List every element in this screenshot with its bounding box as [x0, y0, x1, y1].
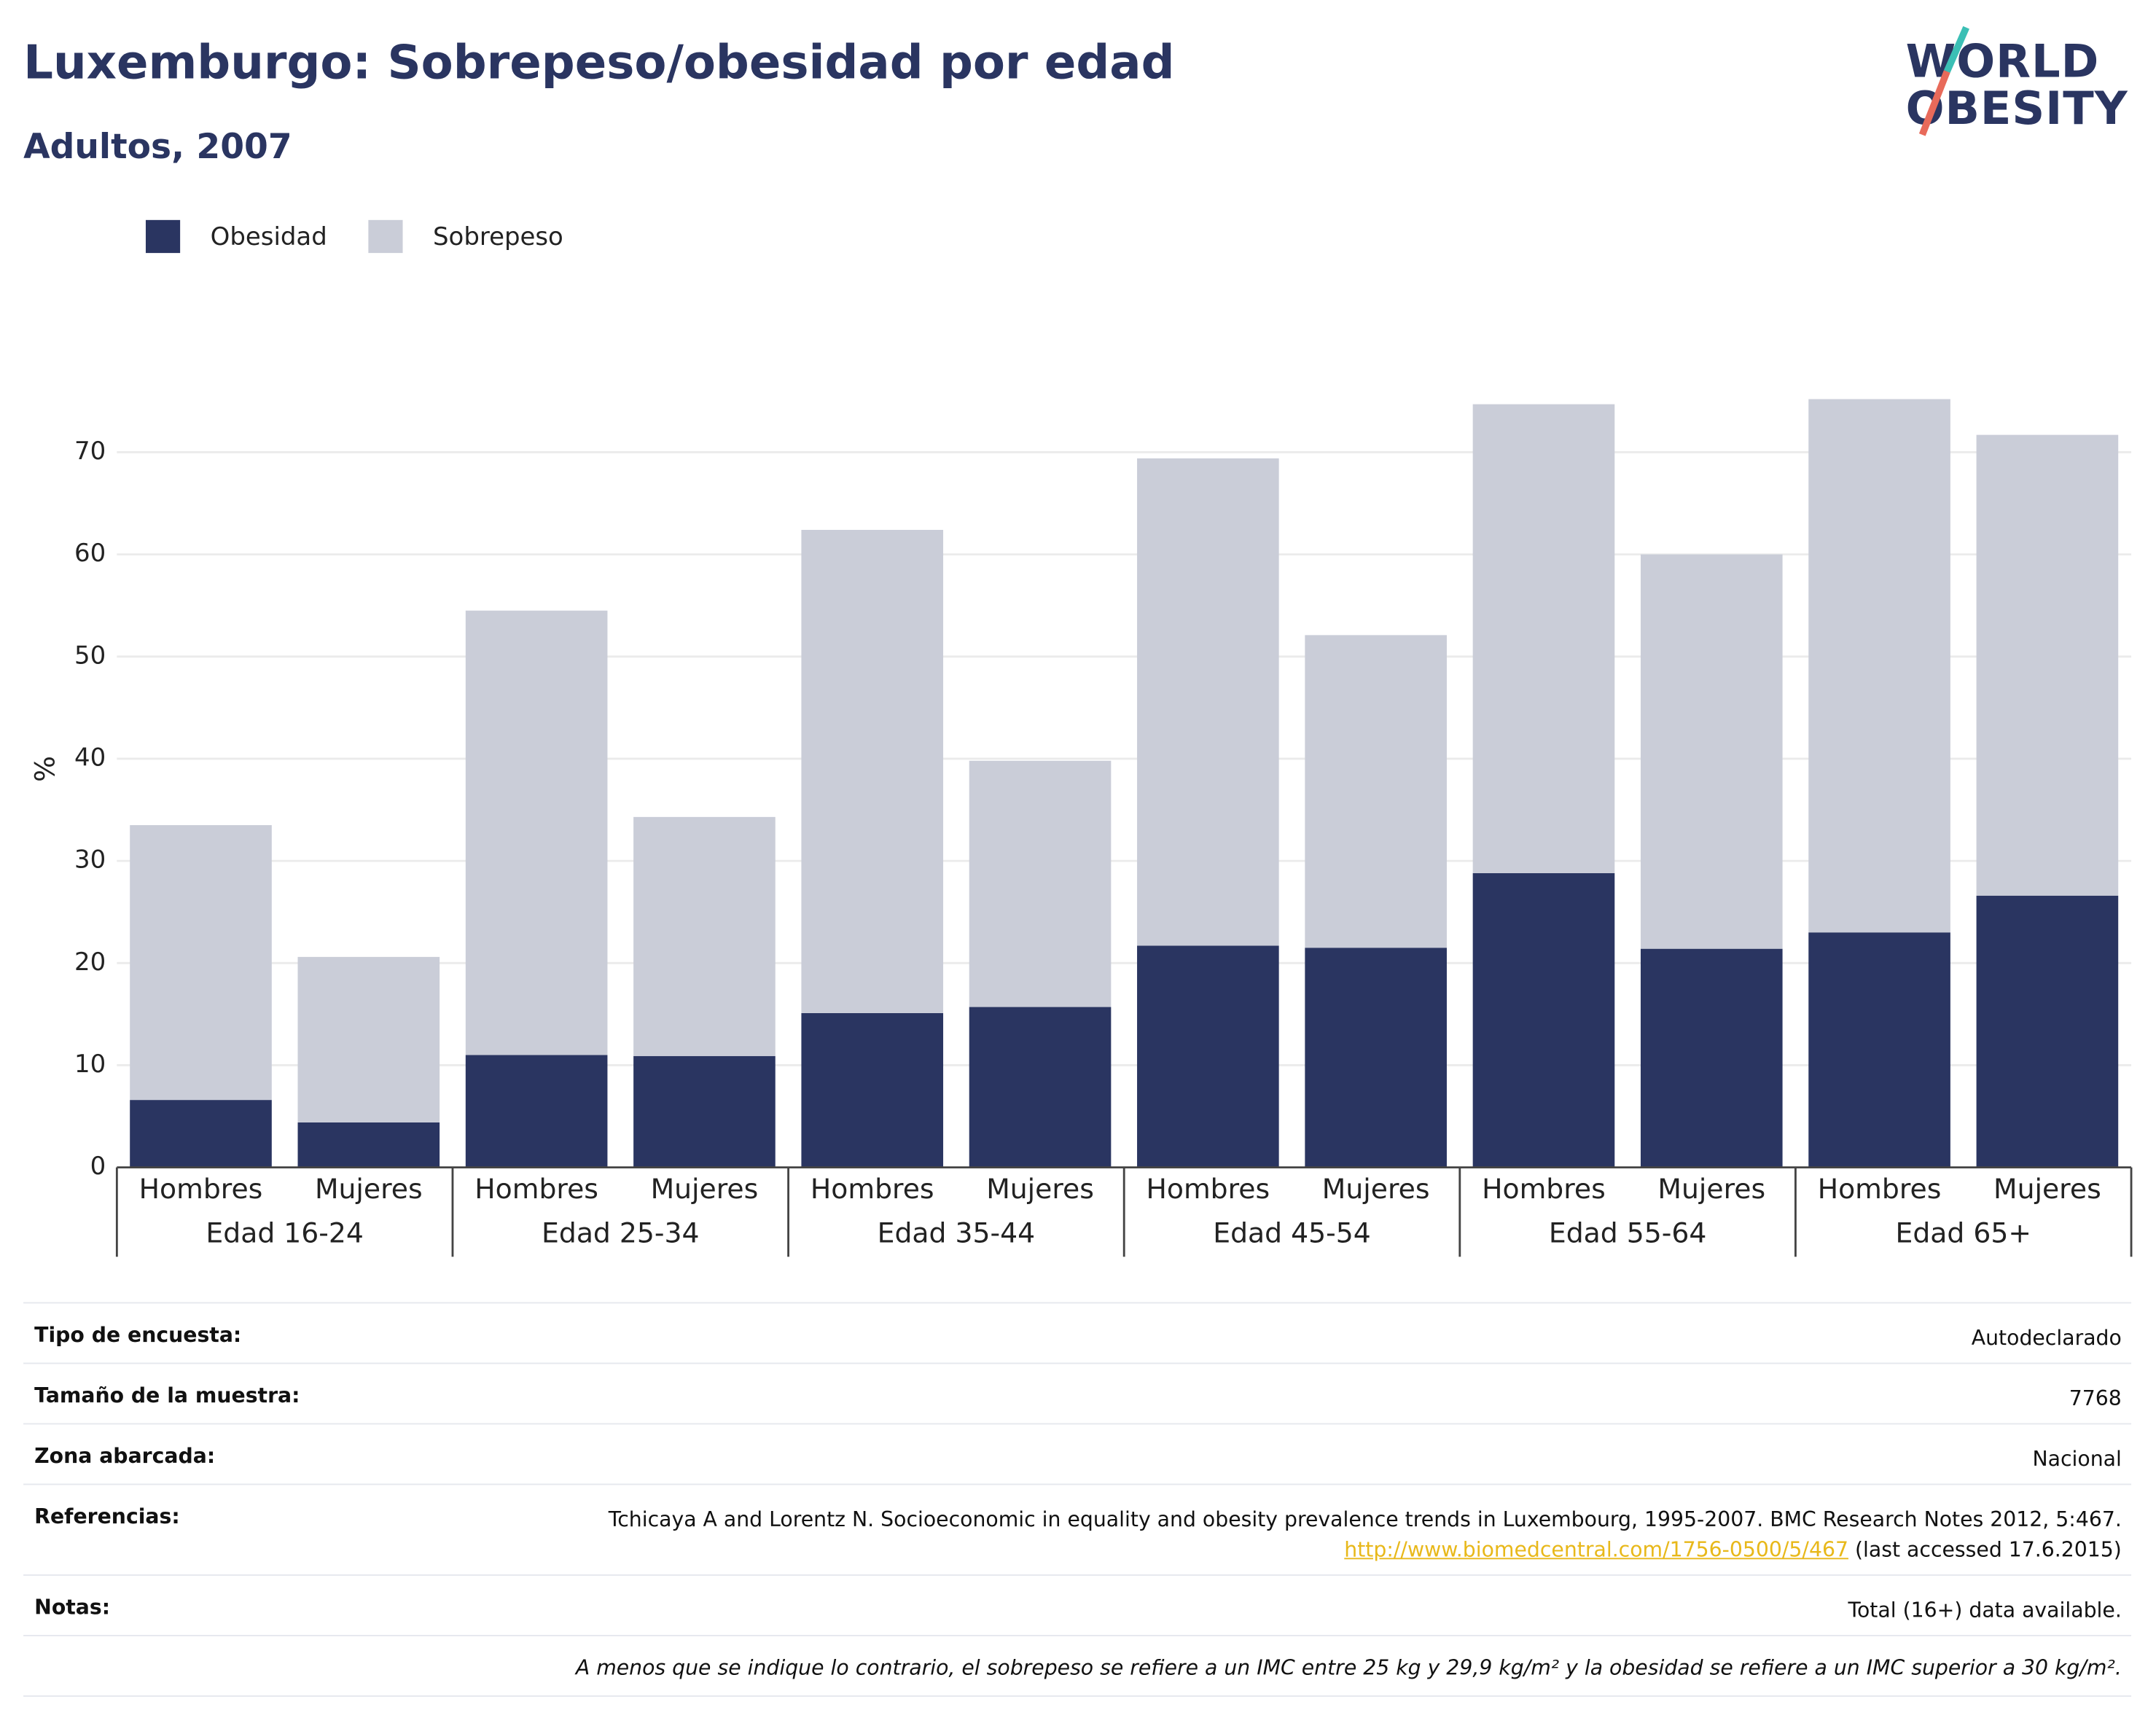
info-row: Zona abarcada: Nacional [23, 1423, 2132, 1485]
group-label: Edad 35-44 [878, 1217, 1035, 1249]
logo-stroke [1918, 70, 1950, 136]
bar-segment [297, 956, 440, 1122]
info-row: Tamaño de la muestra: 7768 [23, 1362, 2132, 1425]
group-label: Edad 16-24 [206, 1217, 363, 1249]
y-tick-label: 50 [74, 641, 106, 670]
bar-segment [1808, 932, 1950, 1168]
logo: WORLD OBESITY [1905, 26, 2128, 136]
bar-segment [801, 1012, 944, 1168]
chart: 0 10 20 30 40 50 60 70% Hombres Mujeres Hombres Muj… [29, 219, 2133, 1257]
info-row: Referencias: Tchicaya A and Lorentz N. So… [23, 1483, 2132, 1576]
bar-segment [633, 1055, 776, 1168]
bar-segment [969, 1007, 1112, 1168]
x-tick-label: Mujeres [1993, 1173, 2101, 1205]
bar-segment [1808, 399, 1950, 933]
bar-segment [1305, 948, 1447, 1168]
y-axis-label: % [29, 756, 61, 782]
chart-title: Luxemburgo: Sobrepeso/obesidad por edad [23, 36, 1175, 91]
x-tick-label: Hombres [811, 1173, 934, 1205]
info-text: 7768 [2069, 1386, 2122, 1411]
legend-label: Sobrepeso [433, 222, 563, 251]
y-tick-label: 30 [74, 845, 106, 875]
x-tick-label: Hombres [1482, 1173, 1606, 1205]
group-label: Edad 25-34 [542, 1217, 699, 1249]
group-label: Edad 45-54 [1213, 1217, 1370, 1249]
info-label: Tipo de encuesta: [34, 1322, 242, 1348]
info-value: Nacional [540, 1444, 2121, 1475]
info-value: 7768 [540, 1383, 2122, 1414]
info-text: Tchicaya A and Lorentz N. Socioeconomic … [608, 1507, 2122, 1532]
y-tick-label: 40 [74, 743, 106, 772]
info-text: Autodeclarado [1971, 1325, 2122, 1351]
x-tick-label: Mujeres [1657, 1173, 1765, 1205]
bar-segment [969, 760, 1112, 1007]
info-row [23, 1635, 2132, 1636]
y-tick-label: 20 [74, 948, 106, 977]
y-tick-label: 0 [90, 1152, 106, 1181]
info-text: Nacional [2032, 1446, 2122, 1472]
y-tick-label: 10 [74, 1050, 106, 1079]
info-value: Total (16+) data available. [540, 1595, 2121, 1625]
x-tick-label: Hombres [139, 1173, 263, 1205]
info-row: Tipo de encuesta: Autodeclarado [23, 1302, 2132, 1364]
info-text: (last accessed 17.6.2015) [1848, 1537, 2122, 1563]
y-tick-label: 60 [74, 539, 106, 568]
group-label: Edad 55-64 [1549, 1217, 1706, 1249]
x-tick-label: Hombres [1147, 1173, 1270, 1205]
bar-segment [1137, 458, 1279, 946]
logo-slash [1918, 26, 1969, 136]
info-text: Total (16+) data available. [1848, 1598, 2122, 1623]
info-value: Tchicaya A and Lorentz N. Socioeconomic … [540, 1504, 2122, 1565]
y-tick-label: 70 [74, 437, 106, 466]
bar-segment [297, 1122, 440, 1168]
x-tick-label: Mujeres [651, 1173, 759, 1205]
logo-line: WORLD [1905, 34, 2100, 88]
x-tick-label: Hombres [474, 1173, 598, 1205]
bar-segment [1472, 404, 1615, 873]
table-rule [23, 1695, 2132, 1697]
bar-segment [1976, 434, 2119, 896]
x-tick-label: Mujeres [315, 1173, 423, 1205]
x-tick-label: Mujeres [1322, 1173, 1430, 1205]
info-label: Referencias: [34, 1504, 180, 1529]
info-label: Zona abarcada: [34, 1443, 216, 1469]
logo-line: OBESITY [1905, 81, 2128, 135]
bar-segment [801, 529, 944, 1013]
info-value: Autodeclarado [540, 1323, 2122, 1354]
legend-swatch [368, 219, 403, 254]
bar-segment [465, 610, 608, 1055]
footnote: A menos que se indique lo contrario, el … [575, 1655, 2122, 1681]
bar-segment [1305, 635, 1447, 948]
bar-segment [130, 1100, 272, 1168]
info-label: Notas: [34, 1595, 111, 1620]
bar-segment [130, 825, 272, 1101]
info-label: Tamaño de la muestra: [34, 1383, 300, 1408]
legend-label: Obesidad [211, 222, 327, 251]
chart-subtitle: Adultos, 2007 [23, 126, 292, 167]
x-tick-label: Hombres [1818, 1173, 1942, 1205]
info-row: Notas: Total (16+) data available. [23, 1574, 2132, 1636]
x-tick-label: Mujeres [986, 1173, 1094, 1205]
bar-segment [1640, 554, 1783, 949]
bar-segment [1640, 948, 1783, 1168]
bar-segment [633, 816, 776, 1056]
bar-segment [1472, 872, 1615, 1168]
bar-segment [1976, 895, 2119, 1168]
logo-stroke [1943, 26, 1969, 73]
bar-segment [465, 1055, 608, 1168]
legend-swatch [145, 219, 181, 254]
group-label: Edad 65+ [1896, 1217, 2031, 1249]
bar-segment [1137, 945, 1279, 1168]
reference-link[interactable]: http://www.biomedcentral.com/1756-0500/5… [1344, 1537, 1848, 1563]
